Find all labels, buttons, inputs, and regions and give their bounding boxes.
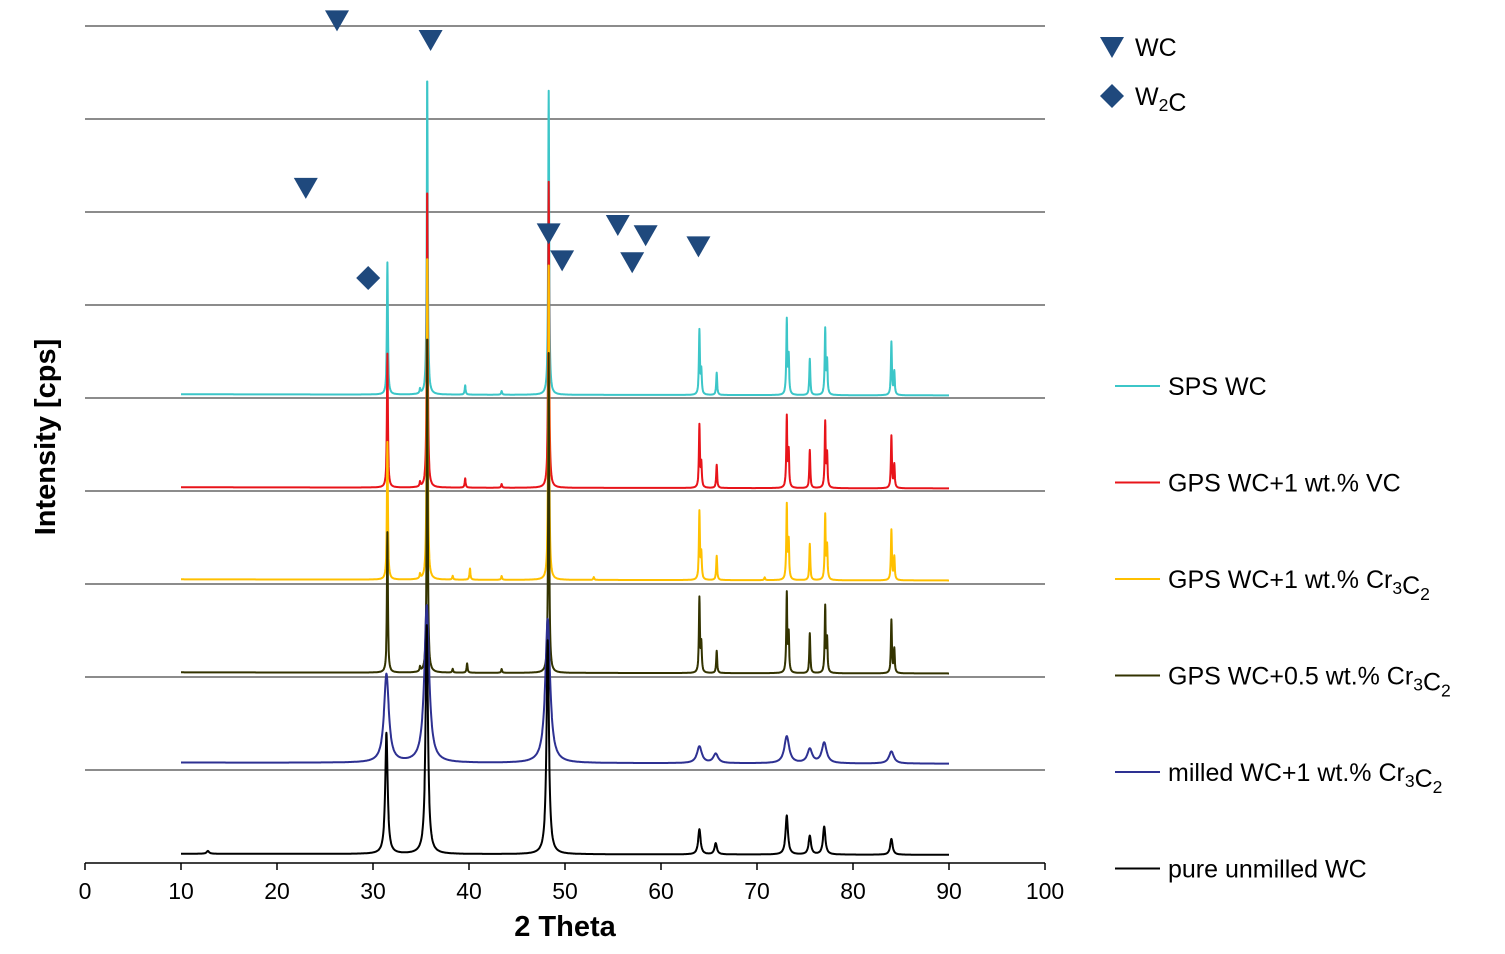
x-tick-label: 20 — [264, 878, 290, 904]
wc-marker — [550, 250, 575, 272]
series-line — [180, 624, 950, 856]
series-line — [180, 258, 950, 582]
x-tick-label: 0 — [79, 878, 92, 904]
marker-legend: WC W2C — [1100, 34, 1186, 117]
triangle-down-icon — [1100, 37, 1124, 58]
wc-marker — [293, 177, 318, 199]
x-tick-label: 100 — [1026, 878, 1064, 904]
w2c-marker — [356, 266, 381, 291]
wc-marker — [633, 225, 658, 247]
x-tick-label: 80 — [840, 878, 866, 904]
gridlines — [85, 25, 1045, 771]
legend-label: GPS WC+1 wt.% VC — [1168, 470, 1401, 498]
diamond-icon — [1100, 84, 1124, 108]
series-line — [180, 604, 950, 765]
marker-legend-label: WC — [1135, 34, 1177, 62]
legend-label: SPS WC — [1168, 373, 1267, 401]
wc-marker — [536, 223, 561, 245]
x-axis-label: 2 Theta — [514, 911, 616, 943]
wc-marker — [620, 252, 645, 274]
series-line — [180, 338, 950, 675]
x-tick-label: 40 — [456, 878, 482, 904]
x-tick-label: 90 — [936, 878, 962, 904]
series-lines — [180, 80, 950, 856]
series-line — [180, 180, 950, 490]
x-tick-label: 50 — [552, 878, 578, 904]
phase-markers — [293, 10, 711, 291]
x-tick-label: 70 — [744, 878, 770, 904]
wc-marker — [325, 10, 349, 32]
x-tick-label: 30 — [360, 878, 386, 904]
legend-label: pure unmilled WC — [1168, 856, 1367, 884]
legend-label: GPS WC+0.5 wt.% Cr3C2 — [1168, 663, 1451, 701]
legend-label: GPS WC+1 wt.% Cr3C2 — [1168, 566, 1430, 604]
x-tick-label: 60 — [648, 878, 674, 904]
legend-label: milled WC+1 wt.% Cr3C2 — [1168, 759, 1442, 797]
series-line — [180, 80, 950, 397]
x-axis: 0 10 20 30 40 50 60 70 80 90 100 — [79, 862, 1064, 904]
wc-marker — [686, 236, 711, 258]
wc-marker — [605, 215, 630, 237]
wc-marker — [418, 29, 443, 51]
series-legend: SPS WC GPS WC+1 wt.% VC GPS WC+1 wt.% Cr3C… — [1115, 373, 1451, 884]
y-axis-label: Intensity [cps] — [30, 339, 62, 536]
marker-legend-label: W2C — [1135, 83, 1186, 117]
x-tick-label: 10 — [168, 878, 194, 904]
